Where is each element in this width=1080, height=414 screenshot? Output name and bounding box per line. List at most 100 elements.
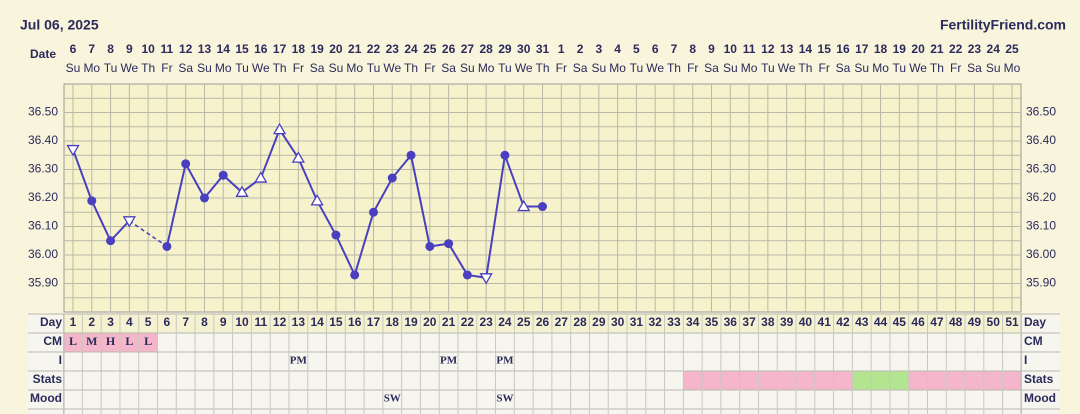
weekday-label: Tu	[104, 61, 118, 75]
weekday-label: Sa	[704, 61, 719, 75]
weekday-label: Sa	[441, 61, 456, 75]
weekday-label: We	[646, 61, 664, 75]
day-number: 46	[911, 315, 925, 329]
day-number: 20	[423, 315, 437, 329]
weekday-label: We	[120, 61, 138, 75]
date-label: 28	[479, 42, 493, 56]
date-label: 7	[671, 42, 678, 56]
cm-label: L	[125, 334, 133, 348]
cm-label: L	[144, 334, 152, 348]
temp-marker	[310, 194, 324, 206]
date-label: 15	[235, 42, 249, 56]
temp-marker	[181, 159, 191, 169]
weekday-label: Th	[273, 61, 287, 75]
day-number: 18	[386, 315, 400, 329]
date-label: 15	[818, 42, 832, 56]
weekday-label: Su	[66, 61, 81, 75]
weekday-label: Mo	[83, 61, 100, 75]
stats-cell	[739, 371, 759, 390]
temp-marker	[462, 270, 472, 280]
cm-cell	[101, 333, 120, 352]
date-label: 10	[141, 42, 155, 56]
weekday-label: Tu	[761, 61, 775, 75]
y-tick-label-right: 36.00	[1026, 247, 1056, 261]
temp-marker	[162, 241, 172, 251]
day-number: 27	[555, 315, 569, 329]
day-number: 45	[893, 315, 907, 329]
stats-cell	[871, 371, 890, 390]
cm-label: M	[86, 334, 97, 348]
stats-cell	[814, 371, 834, 390]
day-number: 49	[968, 315, 982, 329]
day-number: 38	[761, 315, 775, 329]
day-number: 39	[780, 315, 794, 329]
day-number: 31	[630, 315, 644, 329]
weekday-label: Su	[854, 61, 869, 75]
temp-marker	[235, 185, 249, 197]
cm-label: L	[69, 334, 77, 348]
day-number: 5	[145, 315, 152, 329]
weekday-label: Tu	[498, 61, 512, 75]
mood-label: SW	[496, 393, 513, 405]
day-number: 24	[498, 315, 512, 329]
date-label: 10	[724, 42, 738, 56]
row-label-right: Mood	[1024, 391, 1056, 405]
intercourse-label: PM	[496, 355, 514, 367]
intercourse-label: PM	[440, 355, 458, 367]
weekday-label: Th	[798, 61, 812, 75]
temp-marker	[122, 216, 136, 228]
y-tick-label: 36.50	[28, 105, 58, 119]
temp-marker	[291, 151, 305, 163]
y-tick-label-right: 36.50	[1026, 105, 1056, 119]
date-label: 21	[348, 42, 362, 56]
day-number: 17	[367, 315, 381, 329]
date-label: 20	[329, 42, 343, 56]
date-label: 6	[70, 42, 77, 56]
weekday-label: We	[515, 61, 533, 75]
day-number: 28	[573, 315, 587, 329]
y-tick-label-right: 36.20	[1026, 190, 1056, 204]
stats-cell	[702, 371, 721, 390]
date-label: 9	[126, 42, 133, 56]
row-label: I	[59, 353, 62, 367]
date-label: 13	[198, 42, 212, 56]
day-row	[64, 314, 1021, 333]
y-tick-label: 36.10	[28, 219, 58, 233]
day-number: 30	[611, 315, 625, 329]
date-label: 25	[423, 42, 437, 56]
weekday-label: Mo	[1004, 61, 1021, 75]
weekday-label: We	[778, 61, 796, 75]
day-number: 14	[310, 315, 324, 329]
day-number: 12	[273, 315, 287, 329]
y-tick-label-right: 36.40	[1026, 133, 1056, 147]
day-number: 19	[404, 315, 418, 329]
weekday-label: Fr	[819, 61, 830, 75]
day-number: 1	[70, 315, 77, 329]
date-label: 11	[161, 42, 174, 56]
weekday-label: Fr	[687, 61, 698, 75]
date-label: 16	[836, 42, 850, 56]
weekday-label: Th	[667, 61, 681, 75]
weekday-label: Su	[460, 61, 475, 75]
date-label: 13	[780, 42, 794, 56]
cm-cell	[82, 333, 102, 352]
date-label: 3	[595, 42, 602, 56]
chart-date: Jul 06, 2025	[20, 17, 99, 33]
day-number: 47	[930, 315, 944, 329]
weekday-label: Mo	[609, 61, 626, 75]
stats-cell	[965, 371, 984, 390]
day-number: 26	[536, 315, 550, 329]
weekday-label: Tu	[235, 61, 249, 75]
row-label-right: Day	[1024, 315, 1046, 329]
weekday-label: Sa	[310, 61, 325, 75]
day-number: 4	[126, 315, 133, 329]
stats-cell	[889, 371, 909, 390]
date-label: 30	[517, 42, 531, 56]
date-label: 17	[273, 42, 287, 56]
day-number: 10	[235, 315, 249, 329]
y-tick-label: 36.30	[28, 162, 58, 176]
day-number: 33	[667, 315, 681, 329]
date-label: 14	[799, 42, 813, 56]
stats-cell	[927, 371, 947, 390]
